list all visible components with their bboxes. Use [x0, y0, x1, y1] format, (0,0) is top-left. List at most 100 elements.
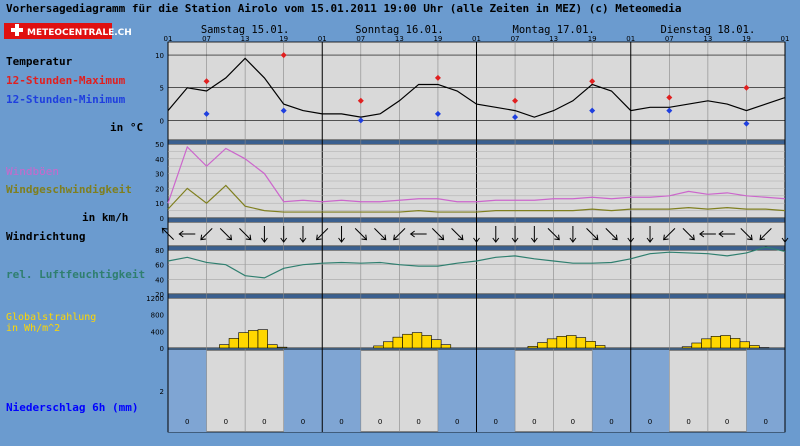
wind-arrow: [280, 226, 288, 243]
radiation-bar: [546, 338, 558, 349]
wind-arrow: [261, 226, 268, 243]
temperature-line: [167, 57, 786, 118]
wind-arrow: [354, 227, 368, 241]
wind-arrow: [682, 227, 695, 241]
wind-arrow: [605, 227, 618, 241]
wind-arrow: [219, 227, 233, 241]
radiation-bar: [440, 344, 452, 349]
hour-tick-label: 07: [202, 35, 211, 43]
precip-value: 0: [339, 418, 343, 426]
wind-arrow-head: [299, 237, 307, 243]
wind-arrow-head: [554, 234, 560, 241]
wind-arrow-shaft: [586, 227, 599, 241]
wind-arrow-head: [663, 234, 669, 241]
wind-arrow-head: [393, 234, 399, 241]
wind-arrow-head: [226, 234, 233, 241]
wind-arrow-shaft: [200, 227, 213, 241]
wind-arrow: [393, 227, 406, 241]
winddir-label: Windrichtung: [6, 230, 85, 243]
precip-value: 0: [494, 418, 498, 426]
radiation-bar: [373, 345, 384, 349]
precip-value: 0: [532, 418, 536, 426]
radiation-bar: [383, 341, 394, 349]
precip-label: Niederschlag 6h (mm): [6, 401, 138, 414]
radiation-bar: [411, 332, 423, 349]
radiation-bar: [267, 344, 278, 349]
wind-unit-label: in km/h: [82, 211, 128, 224]
temp-unit-label: in °C: [110, 121, 143, 134]
wind-arrow-head: [511, 237, 519, 243]
wind-arrow-shaft: [547, 227, 560, 241]
wind-arrow: [530, 226, 538, 243]
wind-arrow-head: [161, 227, 168, 234]
tmin-marker: [589, 107, 596, 114]
day-label: Montag 17.01.: [513, 24, 595, 36]
radiation-bar: [585, 341, 596, 349]
precip-value: 0: [262, 418, 266, 426]
wind-arrow: [161, 227, 175, 241]
radiation-bar: [556, 336, 567, 349]
radiation-bar: [276, 346, 288, 349]
precip-value: 0: [725, 418, 729, 426]
wind-arrow: [569, 226, 577, 243]
radiation-bar: [749, 345, 760, 349]
tmax-marker: [434, 74, 441, 81]
wind-arrow-head: [380, 234, 387, 241]
radiation-bar: [730, 338, 741, 349]
wind-arrow-head: [457, 234, 464, 241]
wind-arrow-shaft: [431, 227, 444, 241]
wind-arrow: [451, 227, 464, 241]
wind-arrow: [431, 227, 445, 241]
humidity-tick-label: 60: [155, 262, 164, 270]
chart-title: Vorhersagediagramm für die Station Airol…: [6, 2, 682, 15]
tmax-marker: [512, 97, 519, 104]
wind-arrow-shaft: [374, 227, 387, 241]
wind-arrow-shaft: [682, 227, 695, 241]
windspeed-line: [167, 184, 786, 213]
night-shade: [746, 350, 785, 432]
wind-arrow: [299, 226, 307, 243]
radiation-bar: [228, 338, 239, 349]
precip-value: 0: [185, 418, 189, 426]
humidity-tick-label: 80: [155, 247, 164, 255]
radiation-bar: [566, 335, 577, 349]
precip-value: 0: [301, 418, 305, 426]
tmax-marker: [666, 94, 673, 101]
wind-arrow-shaft: [219, 227, 232, 241]
hour-tick-label: 01: [472, 35, 481, 43]
gusts-label: Windböen: [6, 165, 59, 178]
hour-tick-label: 19: [433, 35, 442, 43]
radiation-bar: [392, 336, 403, 349]
tmin-marker: [743, 120, 750, 127]
radiation-bar: [701, 338, 712, 349]
temp-tick-label: 10: [155, 52, 164, 60]
wind-arrow: [646, 226, 654, 243]
wind-arrow-head: [280, 237, 288, 243]
hour-tick-label: 01: [318, 35, 327, 43]
precip-value: 0: [224, 418, 228, 426]
wind-tick-label: 50: [155, 141, 164, 149]
wind-arrow-head: [612, 234, 618, 241]
tmin-label: 12-Stunden-Minimum: [6, 93, 126, 106]
wind-arrow-head: [316, 234, 322, 241]
wind-tick-label: 30: [155, 171, 164, 179]
wind-arrow-head: [781, 237, 789, 243]
swiss-cross-icon: [15, 24, 19, 36]
wind-arrow: [547, 227, 560, 241]
wind-arrow-shaft: [239, 227, 252, 241]
tmax-marker: [743, 84, 750, 91]
hour-tick-label: 13: [241, 35, 250, 43]
wind-arrow-head: [569, 237, 577, 243]
temperature-label: Temperatur: [6, 55, 73, 68]
precip-value: 0: [609, 418, 613, 426]
tmax-label: 12-Stunden-Maximum: [6, 74, 126, 87]
hour-tick-label: 19: [742, 35, 751, 43]
wind-arrow-shaft: [393, 227, 406, 241]
radiation-bar: [739, 341, 750, 349]
wind-tick-label: 0: [160, 215, 164, 223]
precip-tick-label: 2: [160, 388, 164, 396]
wind-arrow-head: [627, 237, 635, 243]
humidity-tick-label: 40: [155, 276, 164, 284]
tmin-marker: [280, 107, 287, 114]
wind-arrow-head: [492, 237, 500, 243]
